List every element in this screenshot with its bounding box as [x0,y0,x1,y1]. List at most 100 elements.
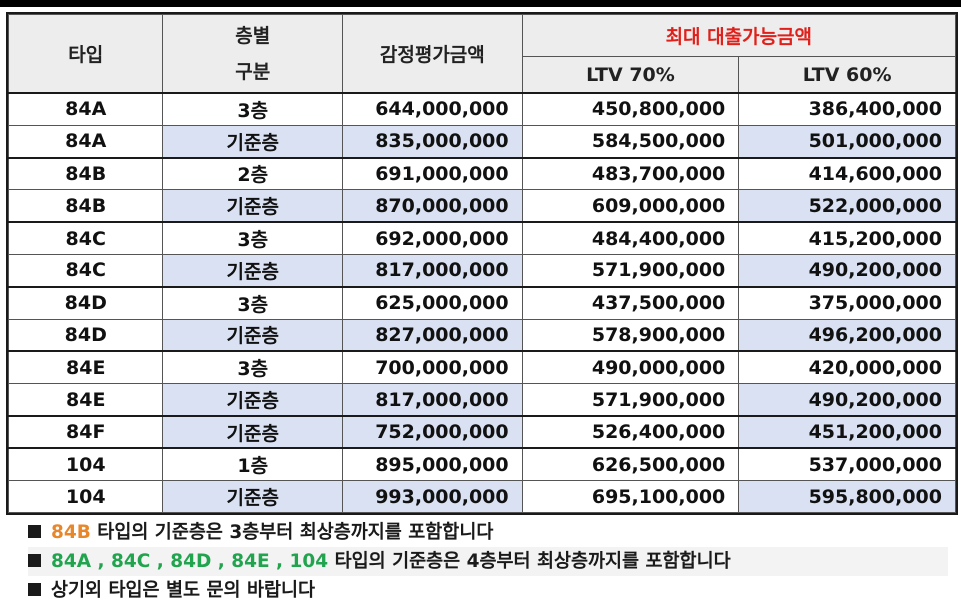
cell-floor: 기준층 [162,124,344,159]
header-ltv70: LTV 70% [521,56,740,94]
table-row: 84A 기준층 835,000,000 584,500,000 501,000,000 [7,124,956,159]
table-row: 84C 3층 692,000,000 484,400,000 415,200,000 [7,221,956,255]
cell-ltv70: 437,500,000 [521,286,740,320]
cell-floor: 기준층 [162,189,344,224]
cell-ltv70: 571,900,000 [521,253,740,288]
cell-type: 84F [7,415,164,450]
cell-ltv60: 490,200,000 [738,253,956,288]
square-bullet-icon [28,553,41,567]
table-header: 타입 층별 구분 감정평가금액 최대 대출가능금액 LTV 70% LTV 60… [7,14,957,94]
cell-ltv70: 571,900,000 [521,383,740,417]
cell-ltv70: 484,400,000 [521,221,740,255]
cell-ltv70: 695,100,000 [521,480,740,514]
cell-ltv70: 578,900,000 [521,318,740,353]
cell-appraisal: 827,000,000 [342,318,523,353]
table-row: 84E 3층 700,000,000 490,000,000 420,000,000 [7,350,956,385]
cell-floor: 2층 [162,157,344,191]
cell-appraisal: 895,000,000 [342,447,523,482]
cell-ltv70: 450,800,000 [521,92,740,126]
table-row: 84D 3층 625,000,000 437,500,000 375,000,000 [7,286,956,320]
cell-ltv60: 537,000,000 [738,447,956,482]
cell-floor: 3층 [162,286,344,320]
cell-ltv60: 522,000,000 [738,189,956,224]
cell-appraisal: 835,000,000 [342,124,523,159]
loan-table-container: 타입 층별 구분 감정평가금액 최대 대출가능금액 LTV 70% LTV 60… [6,12,958,516]
cell-ltv70: 490,000,000 [521,350,740,385]
notes-section: 84B 타입의 기준층은 3층부터 최상층까지를 포함합니다 84A , 84C… [28,518,948,605]
cell-type: 84D [7,318,164,353]
table-row: 104 기준층 993,000,000 695,100,000 595,800,000 [7,480,956,514]
table-body: 84A 3층 644,000,000 450,800,000 386,400,000 84… [7,92,956,514]
cell-type: 84C [7,253,164,288]
note-2-text: 타입의 기준층은 4층부터 최상층까지를 포함합니다 [328,551,731,572]
cell-type: 104 [7,447,164,482]
header-ltv60: LTV 60% [738,56,956,94]
note-3: 상기외 타입은 별도 문의 바랍니다 [28,576,948,605]
cell-floor: 기준층 [162,480,344,514]
cell-ltv60: 501,000,000 [738,124,956,159]
cell-type: 84D [7,286,164,320]
table-row: 84E 기준층 817,000,000 571,900,000 490,200,000 [7,383,956,417]
cell-type: 104 [7,480,164,514]
cell-ltv70: 609,000,000 [521,189,740,224]
cell-floor: 기준층 [162,415,344,450]
cell-floor: 3층 [162,92,344,126]
table-row: 84D 기준층 827,000,000 578,900,000 496,200,000 [7,318,956,353]
cell-ltv70: 483,700,000 [521,157,740,191]
top-border-bar [0,0,961,7]
square-bullet-icon [28,524,41,538]
cell-ltv60: 414,600,000 [738,157,956,191]
cell-type: 84E [7,350,164,385]
cell-type: 84E [7,383,164,417]
note-2-highlight: 84A , 84C , 84D , 84E , 104 [51,551,329,572]
cell-ltv70: 526,400,000 [521,415,740,450]
cell-type: 84C [7,221,164,255]
header-max-loan: 최대 대출가능금액 [521,14,957,57]
cell-floor: 기준층 [162,318,344,353]
cell-floor: 3층 [162,350,344,385]
cell-appraisal: 625,000,000 [342,286,523,320]
table-row: 84F 기준층 752,000,000 526,400,000 451,200,000 [7,415,956,450]
cell-appraisal: 691,000,000 [342,157,523,191]
table-row: 84B 2층 691,000,000 483,700,000 414,600,000 [7,157,956,191]
cell-ltv60: 490,200,000 [738,383,956,417]
header-floor: 층별 구분 [162,14,344,94]
cell-type: 84B [7,189,164,224]
note-1: 84B 타입의 기준층은 3층부터 최상층까지를 포함합니다 [28,518,948,547]
cell-ltv60: 386,400,000 [738,92,956,126]
table-row: 84A 3층 644,000,000 450,800,000 386,400,000 [7,92,956,126]
cell-ltv60: 496,200,000 [738,318,956,353]
cell-appraisal: 692,000,000 [342,221,523,255]
cell-floor: 3층 [162,221,344,255]
cell-floor: 1층 [162,447,344,482]
table-row: 84C 기준층 817,000,000 571,900,000 490,200,000 [7,253,956,288]
cell-appraisal: 752,000,000 [342,415,523,450]
note-1-text: 타입의 기준층은 3층부터 최상층까지를 포함합니다 [90,522,494,543]
cell-appraisal: 993,000,000 [342,480,523,514]
cell-appraisal: 817,000,000 [342,253,523,288]
square-bullet-icon [28,582,41,596]
cell-appraisal: 644,000,000 [342,92,523,126]
header-floor-line1: 층별 [235,24,271,47]
header-appraisal: 감정평가금액 [342,14,523,94]
cell-type: 84B [7,157,164,191]
cell-appraisal: 700,000,000 [342,350,523,385]
cell-appraisal: 817,000,000 [342,383,523,417]
cell-appraisal: 870,000,000 [342,189,523,224]
cell-ltv60: 451,200,000 [738,415,956,450]
cell-ltv60: 595,800,000 [738,480,956,514]
cell-ltv70: 626,500,000 [521,447,740,482]
header-floor-line2: 구분 [235,60,271,83]
cell-type: 84A [7,92,164,126]
table-row: 104 1층 895,000,000 626,500,000 537,000,000 [7,447,956,482]
cell-ltv60: 415,200,000 [738,221,956,255]
cell-ltv70: 584,500,000 [521,124,740,159]
cell-ltv60: 375,000,000 [738,286,956,320]
loan-table: 타입 층별 구분 감정평가금액 최대 대출가능금액 LTV 70% LTV 60… [7,14,957,514]
cell-type: 84A [7,124,164,159]
cell-floor: 기준층 [162,253,344,288]
cell-floor: 기준층 [162,383,344,417]
note-3-text: 상기외 타입은 별도 문의 바랍니다 [51,580,316,601]
note-1-highlight: 84B [51,522,91,543]
table-row: 84B 기준층 870,000,000 609,000,000 522,000,000 [7,189,956,224]
